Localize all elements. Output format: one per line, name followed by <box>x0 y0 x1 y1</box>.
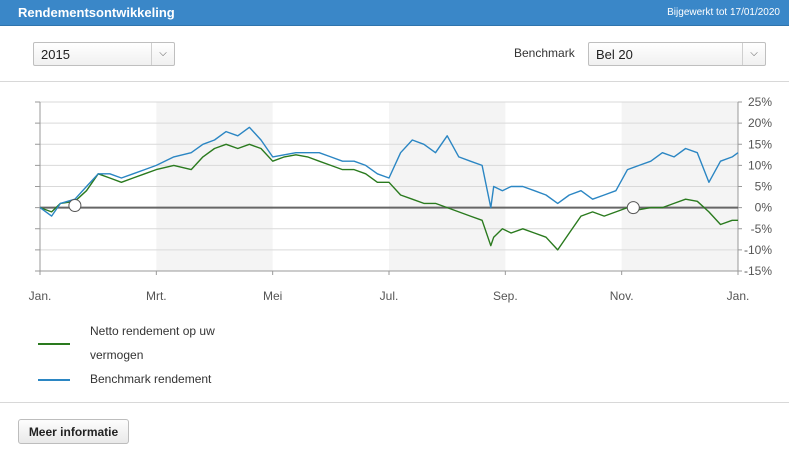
legend: Netto rendement op uw vermogen Benchmark… <box>0 318 789 398</box>
panel-title: Rendementsontwikkeling <box>18 5 175 20</box>
x-tick-label: Jan. <box>727 289 750 303</box>
y-tick-label: 0% <box>755 201 773 215</box>
y-tick-label: -5% <box>751 222 773 236</box>
legend-label-netto-line1: Netto rendement op uw <box>90 324 215 338</box>
y-tick-label: 10% <box>748 158 772 172</box>
y-tick-label: -15% <box>744 264 772 278</box>
legend-swatch-benchmark <box>38 379 70 381</box>
chart-area: 25% 20% 15% 10% 5% 0% -5% -10% -15% Jan. Mrt. Mei Ju… <box>0 82 789 310</box>
x-tick-label: Sep. <box>493 289 518 303</box>
hover-marker <box>626 201 640 215</box>
y-tick-label: -10% <box>744 243 772 257</box>
return-chart: 25% 20% 15% 10% 5% 0% -5% -10% -15% Jan. Mrt. Mei Ju… <box>29 95 773 303</box>
chevron-down-icon[interactable]: ⌵ <box>742 43 765 65</box>
benchmark-label: Benchmark <box>514 46 575 60</box>
series-line-benchmark <box>39 126 739 217</box>
chevron-down-icon[interactable]: ⌵ <box>151 43 174 65</box>
legend-label-netto-line2: vermogen <box>90 348 144 362</box>
year-select-value: 2015 <box>41 47 70 62</box>
y-tick-label: 25% <box>748 95 772 109</box>
footer-divider <box>0 402 789 403</box>
y-tick-label: 5% <box>755 180 773 194</box>
updated-date: Bijgewerkt tot 17/01/2020 <box>667 7 780 18</box>
y-tick-label: 20% <box>748 116 772 130</box>
hover-marker <box>68 199 82 213</box>
x-tick-label: Jan. <box>29 289 52 303</box>
header-bar: Rendementsontwikkeling Bijgewerkt tot 17… <box>0 0 789 26</box>
year-select[interactable]: 2015 ⌵ <box>33 42 175 66</box>
x-tick-label: Nov. <box>610 289 634 303</box>
x-tick-label: Jul. <box>380 289 399 303</box>
series-line-netto <box>39 143 738 251</box>
legend-swatch-netto <box>38 343 70 345</box>
legend-label-benchmark: Benchmark rendement <box>90 372 212 386</box>
controls-bar: 2015 ⌵ Benchmark Bel 20 ⌵ <box>0 26 789 82</box>
benchmark-select-value: Bel 20 <box>596 47 633 62</box>
x-tick-label: Mei <box>263 289 282 303</box>
x-tick-label: Mrt. <box>146 289 167 303</box>
benchmark-select[interactable]: Bel 20 ⌵ <box>588 42 766 66</box>
y-tick-label: 15% <box>748 137 772 151</box>
more-info-button[interactable]: Meer informatie <box>18 419 129 444</box>
